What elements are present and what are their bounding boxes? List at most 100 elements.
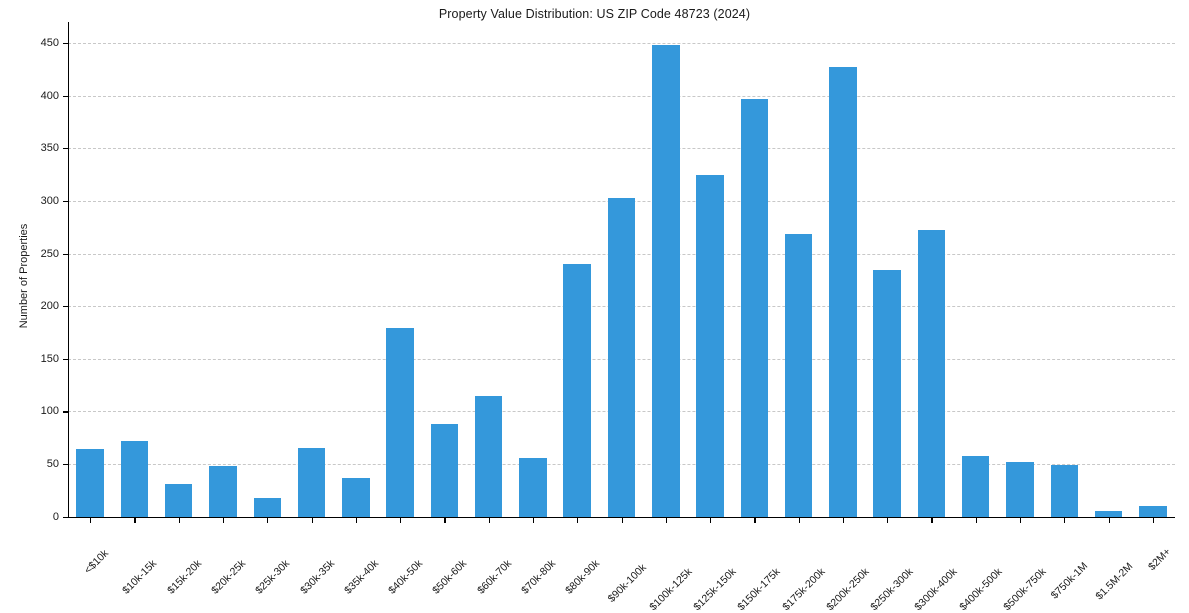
y-tick-label: 350 bbox=[40, 142, 59, 155]
bar bbox=[740, 98, 769, 517]
y-tick-label: 50 bbox=[46, 457, 59, 470]
x-tick-mark bbox=[178, 518, 180, 523]
x-tick-label: <$10k bbox=[82, 527, 132, 576]
bar bbox=[784, 233, 813, 517]
y-tick-label: 400 bbox=[40, 89, 59, 102]
bar bbox=[873, 270, 901, 517]
x-tick-mark bbox=[488, 518, 490, 523]
x-tick-mark bbox=[267, 518, 269, 523]
x-tick-label: $35k-40k bbox=[342, 527, 411, 597]
y-tick-mark bbox=[63, 358, 68, 360]
x-tick-label-text: $125k-150k bbox=[691, 565, 739, 613]
y-tick-mark bbox=[63, 43, 68, 45]
x-tick-label-text: $10k-15k bbox=[120, 557, 160, 597]
x-tick-label-text: $175k-200k bbox=[779, 565, 828, 613]
y-tick-label: 200 bbox=[40, 300, 59, 313]
y-tick-label: 150 bbox=[40, 352, 59, 365]
y-tick-mark bbox=[63, 95, 68, 97]
x-tick-mark bbox=[444, 518, 446, 523]
y-tick-label: 450 bbox=[40, 37, 59, 50]
x-tick-label: $750k-1M bbox=[1049, 527, 1124, 602]
x-tick-label: $2M+ bbox=[1146, 527, 1189, 573]
y-tick-label: 300 bbox=[40, 194, 59, 207]
x-tick-label: $25k-30k bbox=[253, 527, 323, 597]
bar bbox=[563, 264, 591, 517]
x-tick-label: $100k-125k bbox=[647, 527, 733, 613]
x-axis-spine bbox=[68, 516, 1175, 518]
y-tick-mark bbox=[63, 253, 68, 255]
x-tick-label: $40k-50k bbox=[386, 527, 456, 597]
bar bbox=[253, 497, 281, 517]
x-tick-mark bbox=[710, 518, 712, 523]
x-tick-mark bbox=[311, 518, 313, 523]
x-tick-label: $20k-25k bbox=[209, 527, 279, 597]
x-tick-label-text: $100k-125k bbox=[647, 565, 695, 613]
x-tick-mark bbox=[842, 518, 845, 523]
plot-area: 0 50 100 150 200 250 300 350 400 450 <$10k $10k-15… bbox=[41, 22, 1175, 613]
x-tick-label-text: $20k-25k bbox=[209, 557, 249, 597]
y-axis-label: Number of Properties bbox=[18, 223, 30, 329]
x-tick-label-text: $150k-175k bbox=[735, 565, 783, 613]
x-tick-label-text: $40k-50k bbox=[386, 557, 426, 597]
x-tick-label-text: $90k-100k bbox=[605, 561, 649, 605]
x-tick-label: $15k-20k bbox=[165, 527, 234, 597]
chart-figure: Property Value Distribution: US ZIP Code… bbox=[18, 7, 1175, 613]
x-tick-label: $175k-200k bbox=[780, 527, 866, 613]
bar bbox=[607, 197, 636, 517]
x-tick-label-text: $300k-400k bbox=[912, 565, 961, 613]
x-tick-mark bbox=[975, 518, 977, 523]
x-tick-mark bbox=[90, 518, 92, 523]
y-tick-mark bbox=[63, 148, 68, 150]
bar bbox=[386, 328, 414, 517]
x-tick-label: $30k-35k bbox=[298, 527, 367, 597]
x-tick-label: $250k-300k bbox=[868, 527, 954, 613]
bar bbox=[1050, 465, 1079, 517]
x-tick-label-text: $1.5M-2M bbox=[1093, 560, 1135, 603]
x-tick-label-text: $50k-60k bbox=[430, 557, 470, 597]
x-tick-label: $70k-80k bbox=[519, 527, 589, 597]
x-tick-label-text: $200k-250k bbox=[824, 565, 872, 613]
x-tick-mark bbox=[887, 518, 889, 523]
x-tick-label-text: <$10k bbox=[82, 547, 112, 577]
x-tick-mark bbox=[1064, 518, 1066, 523]
x-tick-label: $150k-175k bbox=[736, 527, 821, 613]
x-tick-mark bbox=[532, 518, 535, 523]
x-tick-mark bbox=[621, 518, 623, 523]
x-tick-mark bbox=[754, 518, 756, 523]
x-tick-label-text: $250k-300k bbox=[868, 565, 916, 613]
bar bbox=[652, 45, 680, 517]
x-tick-label-text: $35k-40k bbox=[341, 557, 381, 597]
x-tick-label-text: $500k-750k bbox=[1001, 565, 1049, 613]
x-tick-label: $400k-500k bbox=[957, 527, 1043, 613]
x-tick-label-text: $70k-80k bbox=[519, 557, 559, 597]
x-tick-label: $300k-400k bbox=[913, 527, 999, 613]
x-tick-label-text: $80k-90k bbox=[563, 557, 603, 597]
x-tick-label: $60k-70k bbox=[475, 527, 544, 597]
bar bbox=[164, 484, 193, 517]
y-tick-mark bbox=[63, 463, 68, 466]
x-tick-label: $10k-15k bbox=[121, 527, 190, 597]
x-tick-mark bbox=[134, 518, 136, 523]
x-tick-mark bbox=[1020, 518, 1022, 523]
bar bbox=[1094, 511, 1123, 517]
x-tick-mark bbox=[1152, 518, 1155, 523]
bar bbox=[297, 448, 326, 517]
bar bbox=[829, 67, 857, 517]
x-tick-label-text: $60k-70k bbox=[474, 557, 514, 597]
y-tick-mark bbox=[63, 411, 68, 413]
y-tick-label: 250 bbox=[40, 247, 59, 260]
y-axis-spine bbox=[68, 22, 70, 518]
x-tick-label-text: $15k-20k bbox=[164, 557, 204, 597]
x-tick-mark bbox=[931, 518, 933, 523]
x-tick-mark bbox=[798, 518, 800, 523]
bar bbox=[474, 395, 503, 517]
x-tick-label: $200k-250k bbox=[824, 527, 910, 613]
bar bbox=[1139, 506, 1167, 517]
chart-title: Property Value Distribution: US ZIP Code… bbox=[438, 7, 751, 21]
gridline-350 bbox=[68, 148, 1175, 150]
y-tick-label: 100 bbox=[40, 405, 59, 418]
bar bbox=[76, 449, 104, 517]
bar bbox=[962, 455, 990, 517]
x-tick-label: $125k-150k bbox=[691, 527, 777, 613]
bar bbox=[430, 424, 459, 517]
